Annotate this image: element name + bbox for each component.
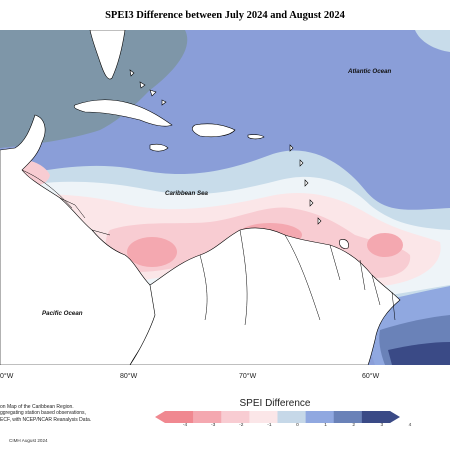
bahamas xyxy=(129,69,167,106)
method-note-line: on Map of the Caribbean Region. xyxy=(0,404,74,410)
legend-tick-label: -3 xyxy=(210,423,216,428)
hispaniola xyxy=(191,123,236,138)
legend-max-arrow xyxy=(390,411,400,423)
florida xyxy=(89,30,126,80)
legend-swatch xyxy=(221,411,250,423)
color-legend xyxy=(155,411,400,423)
longitude-tick-80: 80°W xyxy=(120,373,138,380)
legend-swatch xyxy=(333,411,363,423)
drying-core-guyana xyxy=(367,233,403,257)
map-title: SPEI3 Difference between July 2024 and A… xyxy=(105,10,345,21)
legend-swatch xyxy=(305,411,335,423)
wetting-zone-southeast-core xyxy=(388,342,450,365)
legend-tick-label: 0 xyxy=(296,423,299,428)
country-borders xyxy=(21,169,396,326)
legend-tick-label: 2 xyxy=(352,423,356,428)
method-note: on Map of the Caribbean Region. ggregati… xyxy=(0,404,150,423)
south-america xyxy=(129,227,401,365)
legend-tick-label: -2 xyxy=(239,423,244,428)
legend-tick-label: 4 xyxy=(408,423,412,428)
legend-swatch xyxy=(249,411,278,423)
longitude-tick-70: 70°W xyxy=(239,373,257,380)
legend-tick-label: 1 xyxy=(324,423,327,428)
longitude-tick-60: 60°W xyxy=(362,373,380,380)
legend-tick-label: -1 xyxy=(267,423,272,428)
puerto-rico xyxy=(247,134,265,140)
legend-min-arrow xyxy=(155,411,165,423)
method-note-line: ECF, with NCEP/NCAR Reanalysis Data. xyxy=(0,416,92,423)
legend-title: SPEI Difference xyxy=(239,398,311,409)
legend-tick-label: 3 xyxy=(380,423,384,428)
method-note-line: ggregating station based observations, xyxy=(0,410,86,417)
footer-credit: CIMH August 2024 xyxy=(9,438,48,443)
legend-swatch xyxy=(277,411,306,423)
trinidad xyxy=(339,239,349,249)
cuba xyxy=(73,99,173,127)
spei-map: Atlantic Ocean Caribbean Sea Pacific Oce… xyxy=(0,30,450,365)
legend-swatch xyxy=(193,411,222,423)
lesser-antilles xyxy=(289,144,322,225)
caribbean-sea-label: Caribbean Sea xyxy=(165,190,209,197)
legend-tick-label: -4 xyxy=(182,423,188,428)
dark-anomaly-zone xyxy=(0,30,188,148)
longitude-tick-90: 0°W xyxy=(0,373,14,380)
land xyxy=(0,30,401,365)
drying-core-central-america xyxy=(127,237,177,267)
jamaica xyxy=(149,143,169,152)
atlantic-ocean-label: Atlantic Ocean xyxy=(347,68,392,75)
legend-swatch xyxy=(165,411,194,423)
pacific-ocean-label: Pacific Ocean xyxy=(42,310,83,317)
legend-swatch xyxy=(361,411,391,423)
dark-anomaly-zone-east xyxy=(415,30,450,52)
